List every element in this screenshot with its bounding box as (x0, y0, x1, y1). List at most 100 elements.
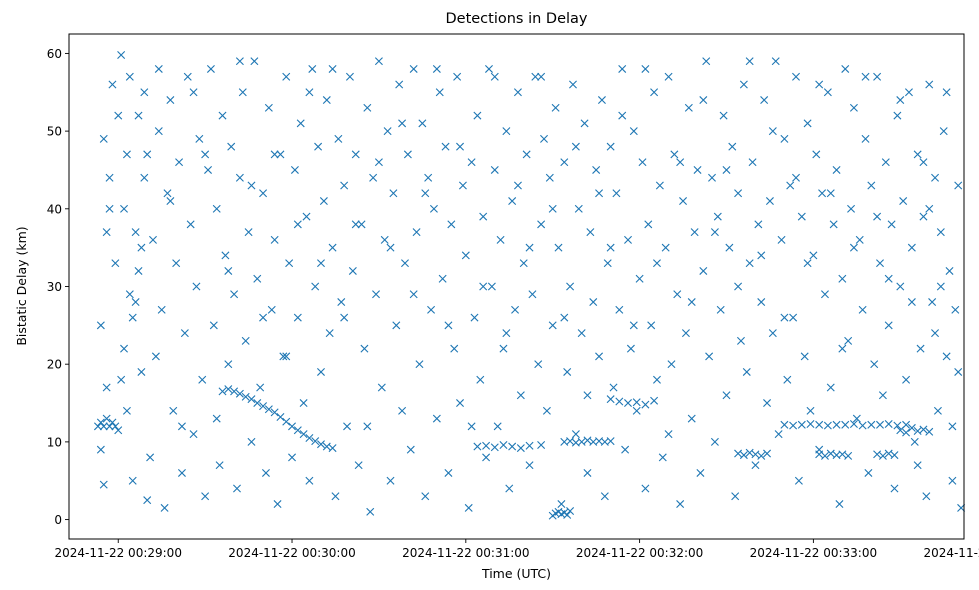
data-point (189, 88, 198, 97)
data-point (322, 96, 331, 105)
data-point (936, 282, 945, 291)
data-point (951, 305, 960, 314)
data-point (583, 436, 592, 445)
data-point (647, 321, 656, 330)
data-point (293, 313, 302, 322)
data-point (177, 422, 186, 431)
data-point (710, 228, 719, 237)
data-point (884, 274, 893, 283)
data-point (763, 399, 772, 408)
data-point (638, 158, 647, 167)
data-point (655, 181, 664, 190)
data-point (102, 383, 111, 392)
data-point (542, 406, 551, 415)
data-point (117, 375, 126, 384)
data-point (806, 406, 815, 415)
data-point (832, 165, 841, 174)
data-point (739, 451, 748, 460)
data-point (867, 420, 876, 429)
data-point (224, 360, 233, 369)
data-point (473, 442, 482, 451)
data-point (629, 321, 638, 330)
data-point (705, 352, 714, 361)
data-point (328, 64, 337, 73)
data-point (658, 453, 667, 462)
data-point (403, 150, 412, 159)
data-point (849, 243, 858, 252)
data-point (322, 442, 331, 451)
data-point (418, 119, 427, 128)
data-point (421, 492, 430, 501)
data-point (528, 290, 537, 299)
data-point (919, 212, 928, 221)
data-point (299, 430, 308, 439)
data-point (861, 134, 870, 143)
y-tick-label: 50 (47, 125, 62, 139)
data-point (441, 142, 450, 151)
data-point (406, 445, 415, 454)
data-point (913, 461, 922, 470)
data-point (105, 422, 114, 431)
data-point (580, 119, 589, 128)
data-point (629, 127, 638, 136)
data-point (713, 212, 722, 221)
data-point (154, 127, 163, 136)
data-point (948, 476, 957, 485)
y-tick-label: 60 (47, 47, 62, 61)
data-point (650, 88, 659, 97)
data-point (589, 298, 598, 307)
data-point (296, 119, 305, 128)
data-point (108, 80, 117, 89)
data-point (670, 150, 679, 159)
data-point (902, 375, 911, 384)
data-point (650, 396, 659, 405)
data-point (230, 290, 239, 299)
data-point (777, 235, 786, 244)
data-point (734, 189, 743, 198)
data-point (847, 204, 856, 213)
data-point (577, 329, 586, 338)
data-point (838, 450, 847, 459)
data-point (945, 266, 954, 275)
data-point (566, 507, 575, 516)
data-point (163, 189, 172, 198)
data-point (913, 427, 922, 435)
data-point (577, 437, 586, 446)
x-tick-label: 2024-11-22 00:34:00 (923, 546, 979, 560)
data-point (699, 96, 708, 105)
data-point (632, 406, 641, 415)
data-point (896, 426, 905, 435)
data-point (114, 111, 123, 120)
data-point (812, 150, 821, 159)
data-point (305, 88, 314, 97)
data-point (571, 430, 580, 439)
data-point (884, 449, 893, 458)
data-point (606, 142, 615, 151)
data-point (282, 352, 291, 361)
data-point (907, 243, 916, 252)
data-point (476, 375, 485, 384)
data-point (676, 500, 685, 509)
data-point (919, 158, 928, 167)
data-point (337, 298, 346, 307)
data-point (684, 103, 693, 112)
data-point (603, 259, 612, 268)
data-point (432, 414, 441, 423)
data-point (363, 103, 372, 112)
data-point (916, 344, 925, 353)
data-point (325, 329, 334, 338)
data-point (493, 422, 502, 431)
data-point (754, 220, 763, 229)
data-point (893, 421, 902, 430)
data-point (826, 383, 835, 392)
data-point (722, 165, 731, 174)
data-point (282, 72, 291, 81)
data-point (502, 329, 511, 338)
data-point (861, 72, 870, 81)
data-point (832, 420, 841, 429)
data-point (505, 484, 514, 493)
data-point (282, 417, 291, 426)
data-point (508, 197, 517, 206)
data-point (907, 423, 916, 432)
data-point (734, 282, 743, 291)
